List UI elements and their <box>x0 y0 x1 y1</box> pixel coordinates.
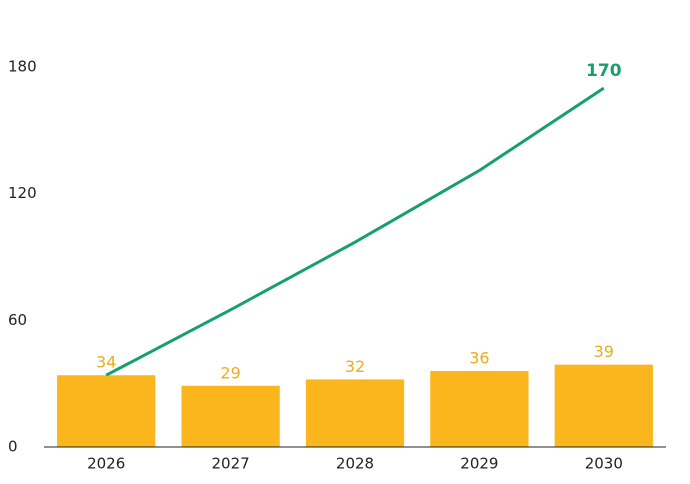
bar <box>57 375 156 447</box>
bar <box>554 364 653 447</box>
bar-value-label: 29 <box>220 363 240 382</box>
y-tick-label: 60 <box>8 311 27 329</box>
x-tick-label: 2026 <box>87 455 125 473</box>
x-tick-label: 2028 <box>336 455 374 473</box>
y-tick-label: 180 <box>8 58 37 76</box>
line-value-label: 170 <box>586 61 622 81</box>
bar-value-label: 34 <box>96 353 116 372</box>
bar <box>430 371 529 447</box>
x-tick-label: 2029 <box>460 455 498 473</box>
y-tick-label: 0 <box>8 438 18 456</box>
x-tick-label: 2030 <box>585 455 623 473</box>
y-tick-label: 120 <box>8 184 37 202</box>
bar-value-label: 32 <box>345 357 365 376</box>
bar-value-label: 36 <box>469 349 489 368</box>
bar <box>305 379 405 447</box>
line <box>105 86 605 377</box>
bar-value-label: 39 <box>594 342 614 361</box>
bar <box>181 385 280 447</box>
x-tick-label: 2027 <box>212 455 250 473</box>
